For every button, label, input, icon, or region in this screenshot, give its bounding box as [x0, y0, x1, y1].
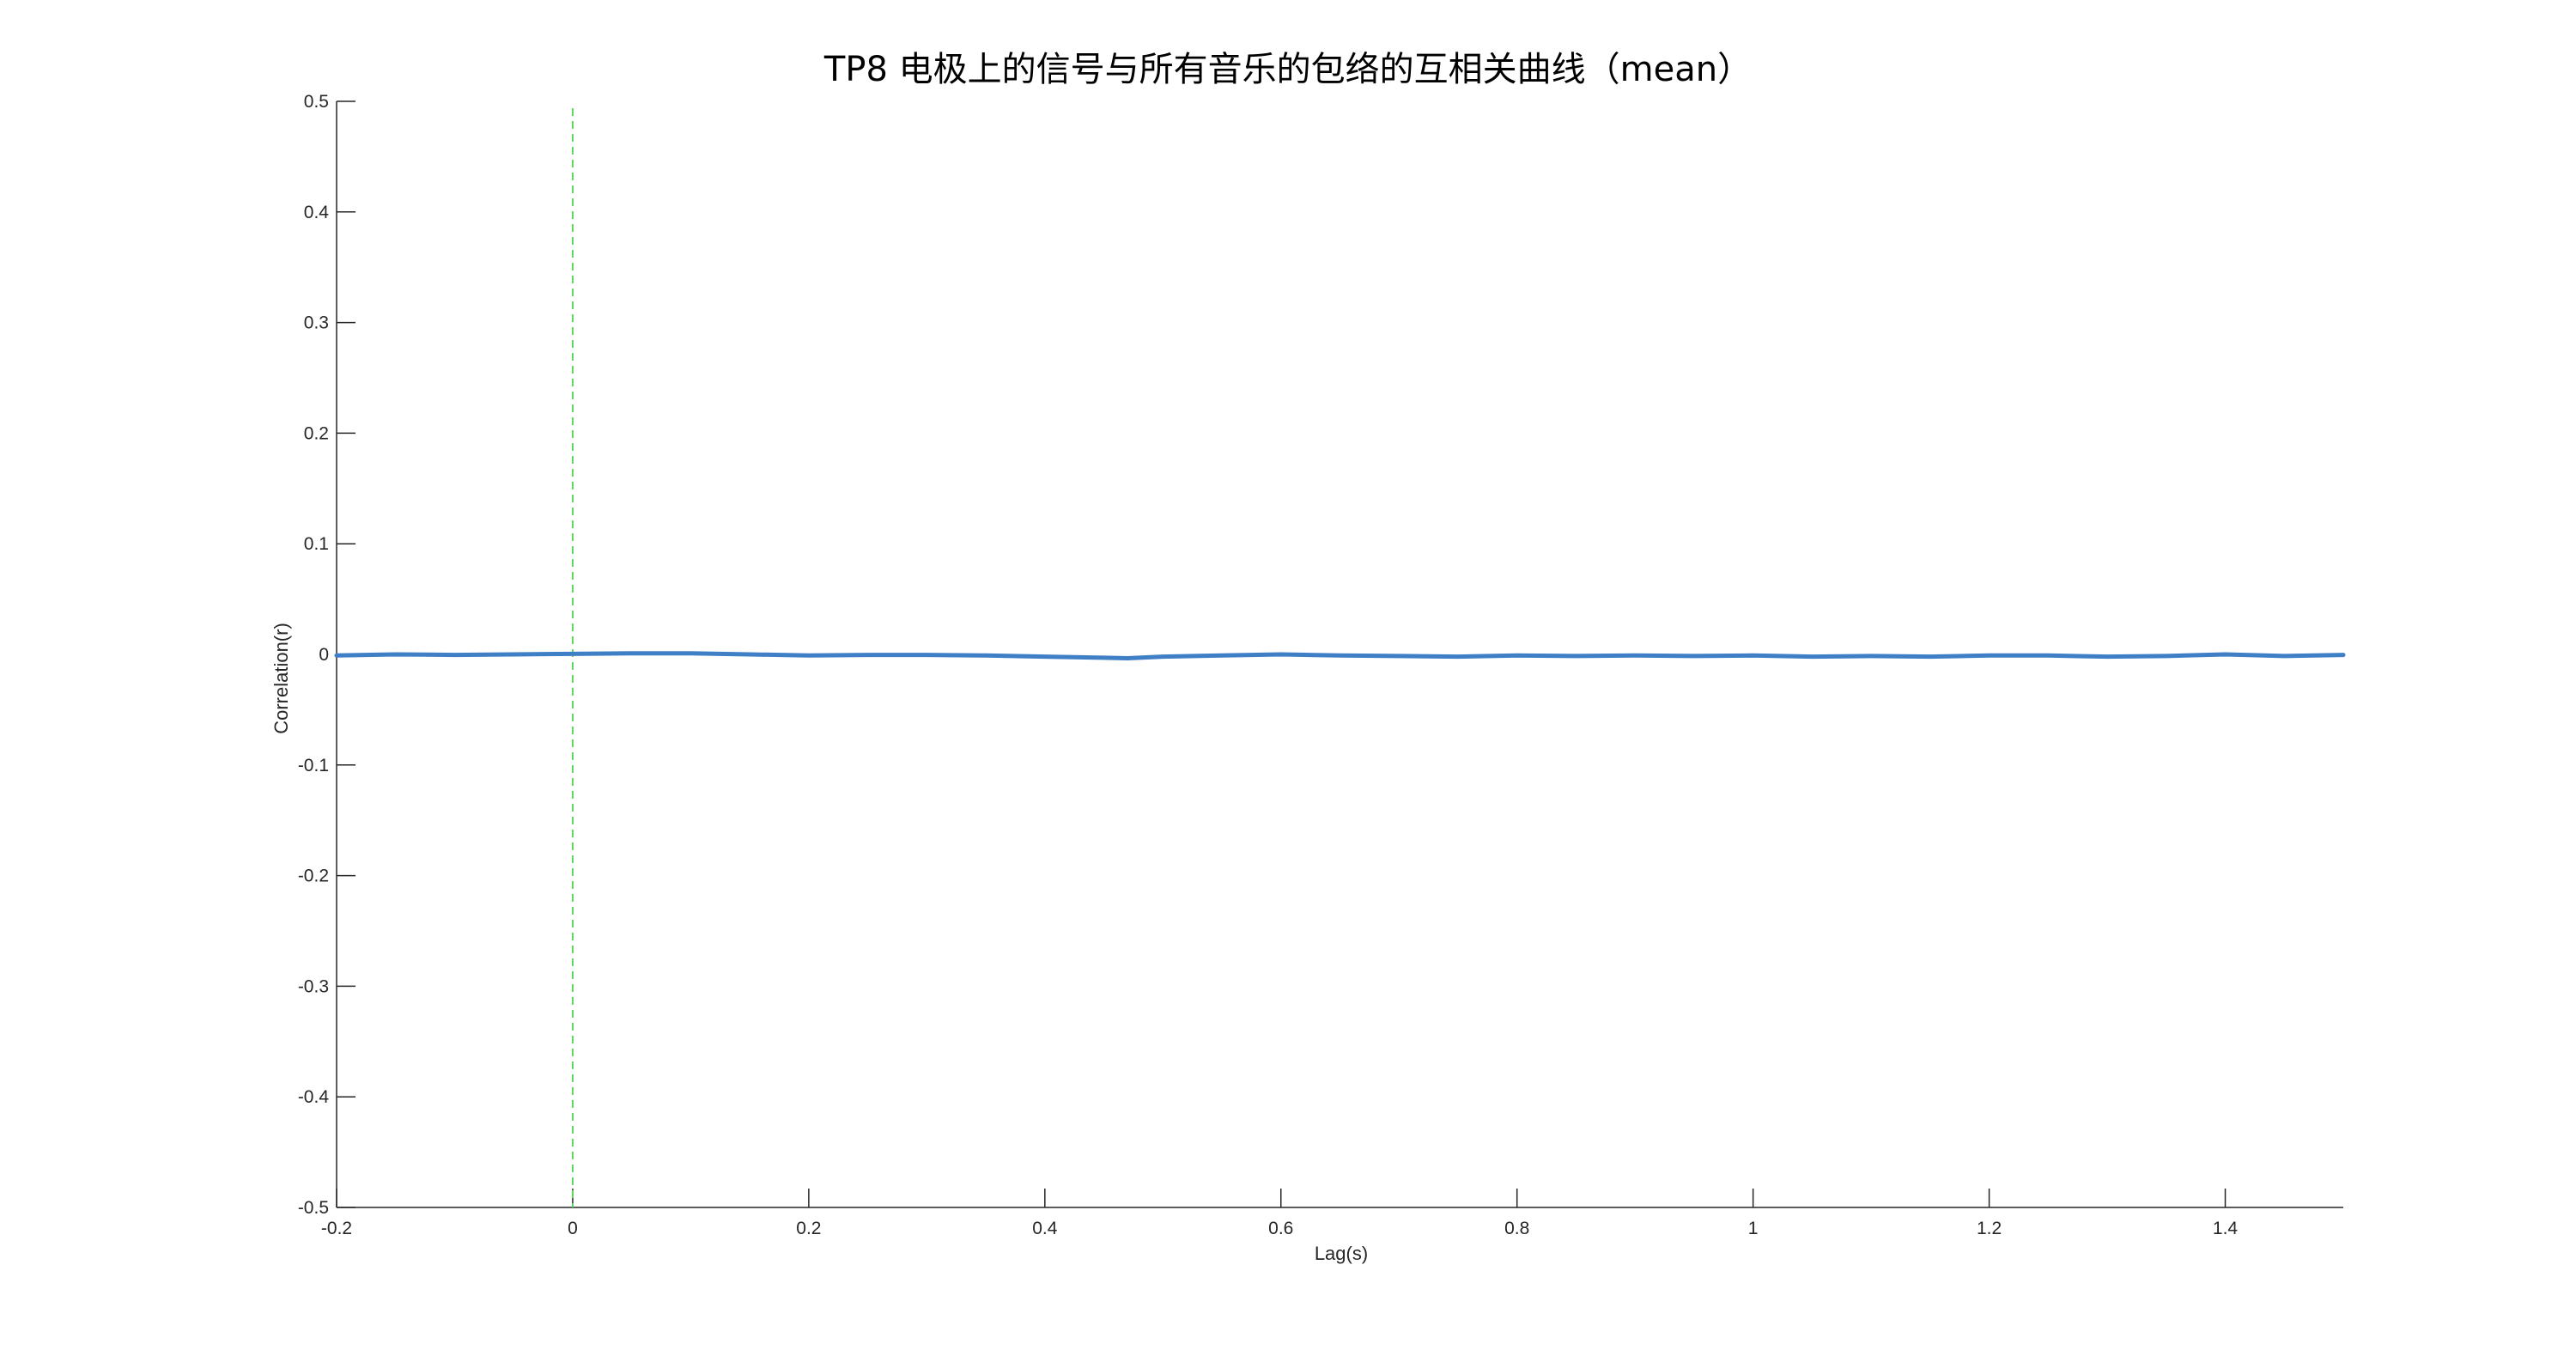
x-tick-label: 1.4 — [2213, 1219, 2239, 1238]
y-tick-label: -0.2 — [298, 867, 329, 886]
x-tick-label: -0.2 — [321, 1219, 352, 1238]
y-tick-label: 0.3 — [304, 313, 329, 333]
x-tick-label: 0.2 — [796, 1219, 821, 1238]
x-axis-label: Lag(s) — [1315, 1243, 1368, 1264]
x-axis-ticks: -0.2 0 0.2 0.4 0.6 0.8 1 1.2 1.4 — [321, 1189, 2239, 1238]
y-axis-label: Correlation(r) — [270, 623, 292, 734]
x-tick-label: 0.4 — [1032, 1219, 1058, 1238]
y-tick-label: -0.4 — [298, 1087, 330, 1107]
y-tick-label: 0.2 — [304, 423, 329, 443]
chart-title: TP8 电极上的信号与所有音乐的包络的互相关曲线（mean） — [823, 50, 1752, 89]
y-tick-label: -0.3 — [298, 976, 329, 996]
y-tick-label: -0.1 — [298, 756, 329, 775]
y-axis-ticks: 0.5 0.4 0.3 0.2 0.1 0 -0.1 -0.2 -0.3 -0.4 -0.5 — [298, 92, 355, 1218]
y-tick-label: 0 — [319, 645, 329, 665]
x-tick-label: 0.8 — [1504, 1219, 1529, 1238]
series-line — [334, 651, 2346, 660]
y-tick-label: -0.5 — [298, 1198, 329, 1218]
y-tick-label: 0.1 — [304, 534, 329, 554]
x-tick-label: 0 — [568, 1219, 578, 1238]
y-tick-label: 0.5 — [304, 92, 329, 112]
y-tick-label: 0.4 — [304, 203, 330, 222]
x-tick-label: 1.2 — [1977, 1219, 2002, 1238]
x-tick-label: 1 — [1748, 1219, 1759, 1238]
x-tick-label: 0.6 — [1268, 1219, 1293, 1238]
series-group — [334, 651, 2346, 660]
